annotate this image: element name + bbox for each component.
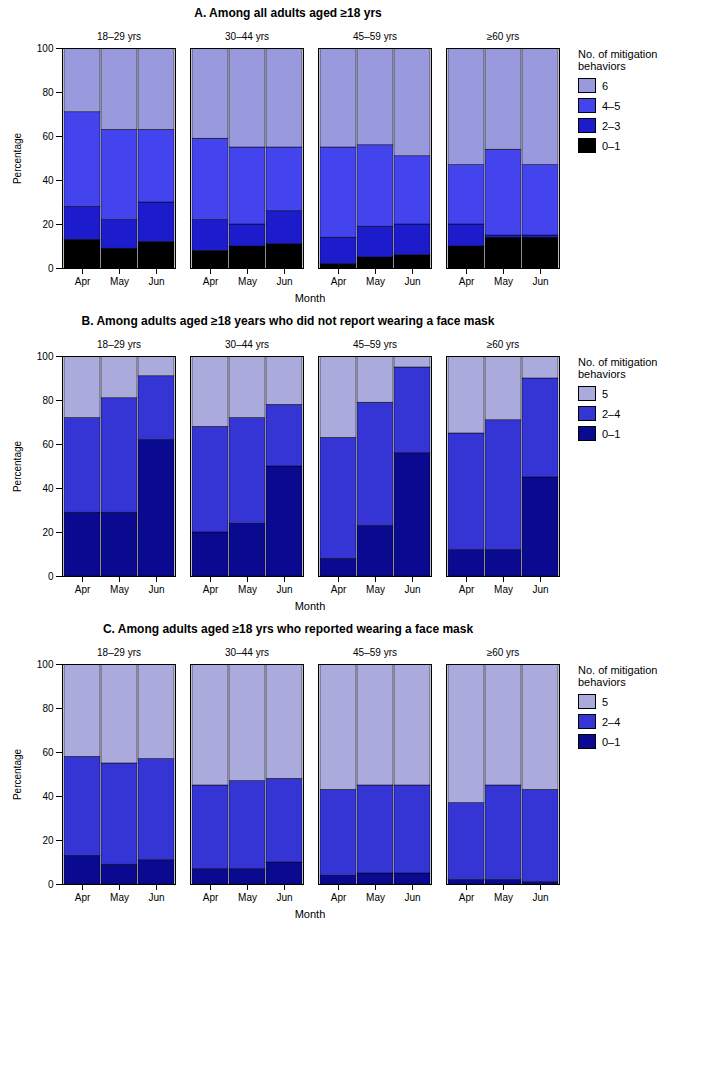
svg-text:30–44 yrs: 30–44 yrs xyxy=(225,339,269,350)
svg-text:18–29 yrs: 18–29 yrs xyxy=(97,31,141,42)
svg-text:Jun: Jun xyxy=(276,892,292,903)
svg-text:May: May xyxy=(366,892,385,903)
svg-text:Apr: Apr xyxy=(459,892,475,903)
svg-text:0: 0 xyxy=(48,571,54,582)
svg-text:Percentage: Percentage xyxy=(12,440,23,492)
svg-text:May: May xyxy=(494,584,513,595)
svg-text:May: May xyxy=(238,892,257,903)
svg-text:20: 20 xyxy=(42,835,54,846)
html-text:0–1: 0–1 xyxy=(602,735,621,748)
svg-text:80: 80 xyxy=(42,395,54,406)
svg-text:Percentage: Percentage xyxy=(12,132,23,184)
html-text:6: 6 xyxy=(602,79,609,92)
svg-text:Percentage: Percentage xyxy=(12,748,23,800)
svg-text:30–44 yrs: 30–44 yrs xyxy=(225,31,269,42)
svg-text:Jun: Jun xyxy=(532,584,548,595)
svg-text:Apr: Apr xyxy=(459,276,475,287)
html-text:0–1: 0–1 xyxy=(602,139,621,152)
svg-text:80: 80 xyxy=(42,87,54,98)
svg-text:20: 20 xyxy=(42,219,54,230)
html-text:No. of mitigation behaviors: No. of mitigation behaviors xyxy=(578,48,658,72)
svg-text:Jun: Jun xyxy=(276,276,292,287)
svg-text:Apr: Apr xyxy=(75,276,91,287)
svg-text:Jun: Jun xyxy=(404,892,420,903)
svg-text:May: May xyxy=(494,276,513,287)
svg-text:100: 100 xyxy=(37,43,54,54)
svg-text:Apr: Apr xyxy=(331,584,347,595)
svg-text:May: May xyxy=(366,276,385,287)
svg-text:60: 60 xyxy=(42,439,54,450)
svg-text:May: May xyxy=(366,584,385,595)
html-text:2–4: 2–4 xyxy=(602,715,621,728)
svg-text:0: 0 xyxy=(48,263,54,274)
svg-text:May: May xyxy=(110,276,129,287)
svg-text:60: 60 xyxy=(42,747,54,758)
svg-text:18–29 yrs: 18–29 yrs xyxy=(97,339,141,350)
svg-text:Jun: Jun xyxy=(148,276,164,287)
svg-text:45–59 yrs: 45–59 yrs xyxy=(353,339,397,350)
svg-text:100: 100 xyxy=(37,351,54,362)
svg-text:Apr: Apr xyxy=(331,892,347,903)
svg-text:Jun: Jun xyxy=(404,276,420,287)
svg-text:Apr: Apr xyxy=(75,584,91,595)
svg-text:40: 40 xyxy=(42,483,54,494)
svg-text:May: May xyxy=(238,584,257,595)
html-text:Month: Month xyxy=(294,600,326,612)
html-text:0–1: 0–1 xyxy=(602,427,621,440)
svg-text:May: May xyxy=(494,892,513,903)
html-text:B. Among adults aged ≥18 years: B. Among adults aged ≥18 years who did n… xyxy=(81,314,495,328)
svg-text:80: 80 xyxy=(42,703,54,714)
svg-text:60: 60 xyxy=(42,131,54,142)
svg-text:Jun: Jun xyxy=(276,584,292,595)
svg-text:May: May xyxy=(110,892,129,903)
svg-text:Jun: Jun xyxy=(532,892,548,903)
html-text:No. of mitigation behaviors: No. of mitigation behaviors xyxy=(578,664,658,688)
html-text:Month: Month xyxy=(294,292,326,304)
svg-text:40: 40 xyxy=(42,175,54,186)
svg-text:≥60 yrs: ≥60 yrs xyxy=(487,647,520,658)
svg-text:Jun: Jun xyxy=(148,892,164,903)
svg-text:18–29 yrs: 18–29 yrs xyxy=(97,647,141,658)
svg-text:≥60 yrs: ≥60 yrs xyxy=(487,339,520,350)
svg-text:100: 100 xyxy=(37,659,54,670)
svg-text:Apr: Apr xyxy=(203,584,219,595)
svg-text:May: May xyxy=(238,276,257,287)
svg-text:0: 0 xyxy=(48,879,54,890)
html-text:A. Among all adults aged ≥18 y: A. Among all adults aged ≥18 yrs xyxy=(194,6,382,20)
html-text:5: 5 xyxy=(602,695,609,708)
svg-text:45–59 yrs: 45–59 yrs xyxy=(353,31,397,42)
html-text:2–3: 2–3 xyxy=(602,119,621,132)
svg-text:May: May xyxy=(110,584,129,595)
svg-text:≥60 yrs: ≥60 yrs xyxy=(487,31,520,42)
html-text:2–4: 2–4 xyxy=(602,407,621,420)
svg-text:Jun: Jun xyxy=(404,584,420,595)
svg-text:45–59 yrs: 45–59 yrs xyxy=(353,647,397,658)
svg-text:Apr: Apr xyxy=(203,892,219,903)
html-text:Month: Month xyxy=(294,908,326,920)
svg-text:Jun: Jun xyxy=(532,276,548,287)
svg-text:Apr: Apr xyxy=(459,584,475,595)
svg-text:30–44 yrs: 30–44 yrs xyxy=(225,647,269,658)
svg-text:20: 20 xyxy=(42,527,54,538)
html-text:5: 5 xyxy=(602,387,609,400)
svg-text:Jun: Jun xyxy=(148,584,164,595)
html-text:No. of mitigation behaviors: No. of mitigation behaviors xyxy=(578,356,658,380)
svg-text:40: 40 xyxy=(42,791,54,802)
html-text:4–5: 4–5 xyxy=(602,99,621,112)
svg-text:Apr: Apr xyxy=(203,276,219,287)
svg-text:Apr: Apr xyxy=(331,276,347,287)
html-text:C. Among adults aged ≥18 yrs w: C. Among adults aged ≥18 yrs who reporte… xyxy=(102,622,474,636)
svg-text:Apr: Apr xyxy=(75,892,91,903)
